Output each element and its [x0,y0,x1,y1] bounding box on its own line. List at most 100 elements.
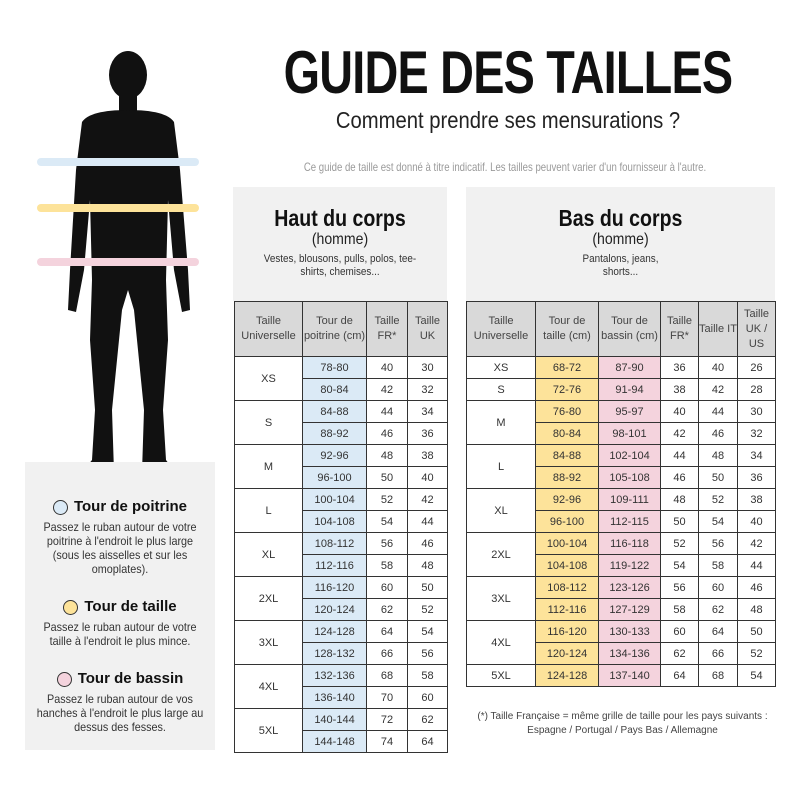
value-cell: 30 [407,356,448,379]
value-cell: 60 [366,576,408,599]
haut-size-table: Taille Universelle Tour de poitrine (cm) T… [234,301,448,753]
table-row: 144-148 74 64 [235,730,448,753]
table-row: XL 108-112 56 46 [234,532,448,577]
table-row: 88-92 105-108 46 50 36 [467,466,776,489]
value-cell: 62 [407,708,448,731]
body-silhouette-figure [37,51,199,472]
value-cell: 46 [407,532,448,555]
table-row: 80-84 42 32 [235,378,448,401]
value-cell: 54 [407,620,448,643]
value-cell: 109-111 [598,488,661,511]
table-row: 112-116 127-129 58 62 48 [467,598,776,621]
table-row: 5XL 124-128 137-140 64 68 54 [466,664,776,687]
value-cell: 54 [737,664,776,687]
value-cell: 116-120 [535,620,599,643]
value-cell: 44 [407,510,448,533]
value-cell: 98-101 [598,422,661,445]
column-header: Taille UK [407,301,448,357]
table-row: L 84-88 102-104 44 48 34 [466,444,776,489]
column-header: Taille Universelle [466,301,536,357]
table-row: 136-140 70 60 [235,686,448,709]
value-cell: 32 [737,422,776,445]
value-cell: 46 [660,466,699,489]
value-cell: 40 [698,356,738,379]
value-cell: 42 [660,422,699,445]
column-header: Tour de bassin (cm) [598,301,661,357]
table-row: 88-92 46 36 [235,422,448,445]
value-cell: 130-133 [598,620,661,643]
value-cell: 54 [366,510,408,533]
value-cell: 112-115 [598,510,661,533]
value-cell: 42 [366,378,408,401]
haut-panel: Haut du corps (homme) Vestes, blousons, … [233,187,447,301]
chest-circle-icon [52,499,68,515]
value-cell: 48 [737,598,776,621]
value-cell: 52 [698,488,738,511]
value-cell: 26 [737,356,776,379]
value-cell: 96-100 [535,510,599,533]
value-cell: 92-96 [535,488,599,511]
value-cell: 76-80 [535,400,599,423]
value-cell: 124-128 [302,620,367,643]
value-cell: 134-136 [598,642,661,665]
haut-title: Haut du corps [274,205,406,231]
value-cell: 34 [407,400,448,423]
value-cell: 32 [407,378,448,401]
value-cell: 84-88 [535,444,599,467]
value-cell: 62 [366,598,408,621]
value-cell: 80-84 [302,378,367,401]
legend-title: Tour de bassin [77,670,184,687]
value-cell: 42 [698,378,738,401]
value-cell: 56 [366,532,408,555]
value-cell: 58 [698,554,738,577]
value-cell: 123-126 [598,576,661,599]
table-row: 2XL 116-120 60 50 [234,576,448,621]
value-cell: 34 [737,444,776,467]
bas-size-table: Taille Universelle Tour de taille (cm) Tou… [466,301,776,687]
value-cell: 95-97 [598,400,661,423]
value-cell: 119-122 [598,554,661,577]
legend-poitrine: Tour de poitrine Passez le ruban autour … [25,498,215,576]
column-header: Tour de poitrine (cm) [302,301,367,357]
value-cell: 116-118 [598,532,661,555]
value-cell: 88-92 [302,422,367,445]
size-cell: 2XL [466,532,536,577]
value-cell: 38 [737,488,776,511]
table-row: 3XL 108-112 123-126 56 60 46 [466,576,776,621]
value-cell: 44 [698,400,738,423]
value-cell: 105-108 [598,466,661,489]
value-cell: 60 [660,620,699,643]
value-cell: 58 [660,598,699,621]
value-cell: 50 [366,466,408,489]
value-cell: 46 [737,576,776,599]
value-cell: 44 [660,444,699,467]
size-cell: L [466,444,536,489]
table-row: 120-124 62 52 [235,598,448,621]
value-cell: 50 [737,620,776,643]
size-cell: 3XL [234,620,303,665]
value-cell: 72-76 [535,378,599,401]
value-cell: 36 [407,422,448,445]
table-row: M 92-96 48 38 [234,444,448,489]
value-cell: 68 [698,664,738,687]
value-cell: 46 [698,422,738,445]
value-cell: 136-140 [302,686,367,709]
value-cell: 64 [660,664,699,687]
value-cell: 62 [698,598,738,621]
value-cell: 127-129 [598,598,661,621]
waist-circle-icon [63,599,79,615]
size-cell: XS [466,356,536,379]
value-cell: 78-80 [302,356,367,379]
legend-title: Tour de poitrine [73,498,188,515]
value-cell: 48 [366,444,408,467]
value-cell: 128-132 [302,642,367,665]
value-cell: 112-116 [302,554,367,577]
legend-bassin: Tour de bassin Passez le ruban autour de… [25,670,215,734]
value-cell: 120-124 [535,642,599,665]
size-cell: 3XL [466,576,536,621]
column-header: Taille Universelle [234,301,303,357]
column-header: Taille FR* [660,301,699,357]
size-cell: 2XL [234,576,303,621]
footnote: (*) Taille Française = même grille de ta… [470,710,775,738]
size-cell: M [466,400,536,445]
